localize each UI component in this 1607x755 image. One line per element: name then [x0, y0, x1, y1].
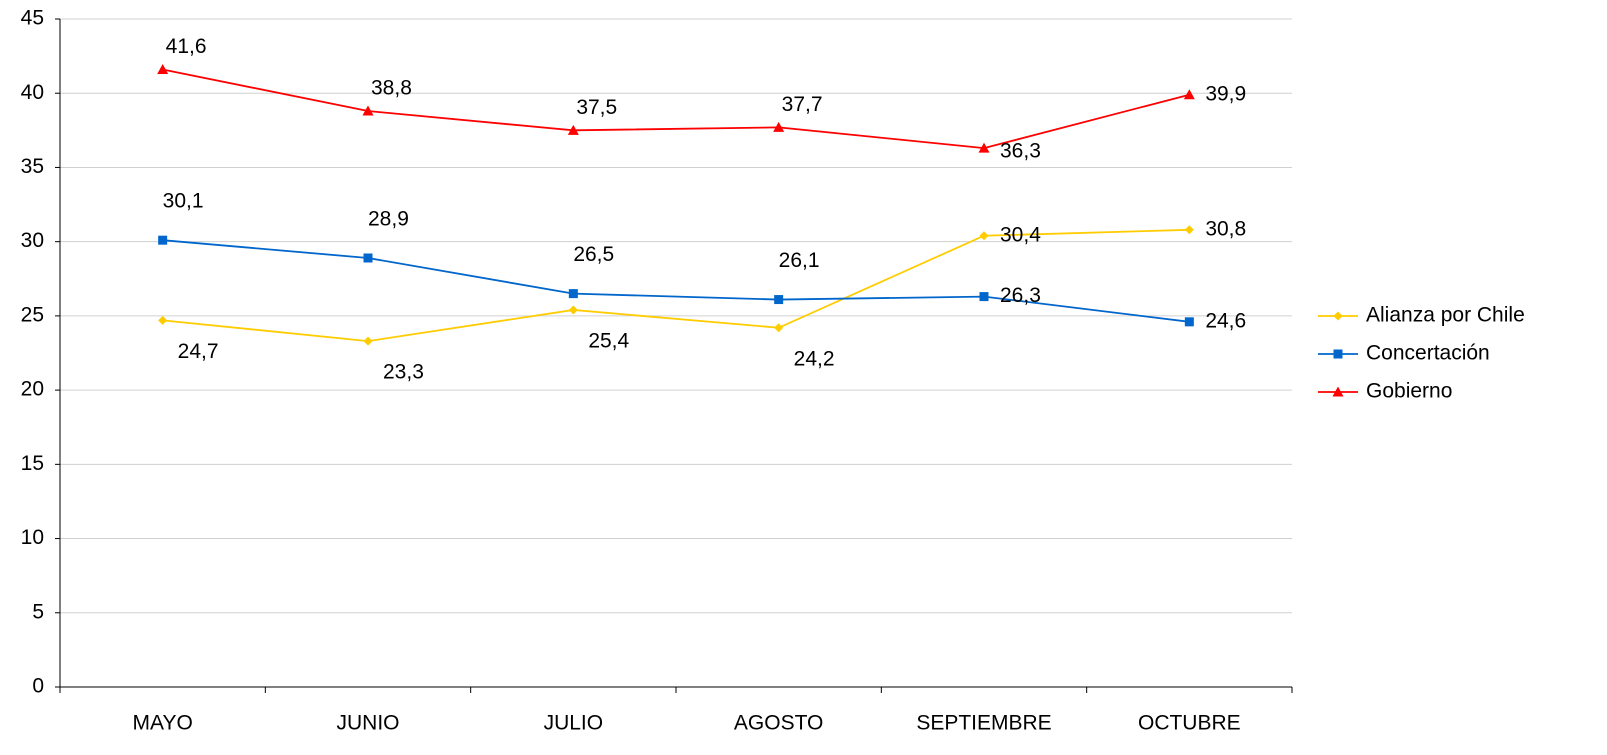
- y-tick-label: 0: [32, 675, 44, 698]
- data-label: 38,8: [371, 77, 412, 100]
- legend-marker: [1333, 311, 1343, 321]
- data-point: [158, 315, 168, 325]
- data-label: 39,9: [1205, 82, 1246, 105]
- data-label: 24,7: [178, 340, 219, 363]
- data-label: 24,6: [1205, 309, 1246, 332]
- data-point: [1184, 225, 1194, 235]
- data-point: [363, 336, 373, 346]
- y-tick-label: 35: [21, 155, 44, 178]
- data-point: [1183, 89, 1195, 100]
- x-tick-label: JULIO: [544, 712, 604, 735]
- data-point: [157, 63, 169, 74]
- data-point: [568, 289, 578, 299]
- data-point: [978, 142, 990, 153]
- data-label: 26,5: [573, 243, 614, 266]
- data-label: 23,3: [383, 361, 424, 384]
- data-label: 41,6: [166, 35, 207, 58]
- data-label: 30,4: [1000, 223, 1041, 246]
- series-line: [162, 228, 1190, 343]
- data-label: 37,7: [782, 93, 823, 116]
- y-tick-label: 15: [21, 452, 44, 475]
- data-label: 26,1: [779, 249, 820, 272]
- data-point: [362, 105, 374, 116]
- y-tick-label: 45: [21, 7, 44, 30]
- x-tick-label: MAYO: [133, 712, 193, 735]
- legend-label: Gobierno: [1366, 380, 1452, 403]
- data-point: [568, 305, 578, 315]
- data-point: [567, 124, 579, 135]
- data-label: 36,3: [1000, 140, 1041, 163]
- x-tick-label: OCTUBRE: [1138, 712, 1241, 735]
- data-point: [363, 253, 373, 263]
- y-tick-label: 25: [21, 303, 44, 326]
- x-tick-label: AGOSTO: [734, 712, 823, 735]
- data-label: 28,9: [368, 208, 409, 231]
- legend-marker: [1332, 386, 1344, 397]
- data-label: 26,3: [1000, 284, 1041, 307]
- data-point: [774, 295, 784, 305]
- data-point: [1184, 317, 1194, 327]
- x-tick-label: JUNIO: [337, 712, 400, 735]
- y-tick-label: 30: [21, 229, 44, 252]
- data-point: [773, 121, 785, 132]
- data-point: [979, 231, 989, 241]
- data-point: [979, 292, 989, 302]
- data-label: 30,1: [163, 190, 204, 213]
- x-tick-label: SEPTIEMBRE: [916, 712, 1051, 735]
- series-line: [162, 68, 1190, 150]
- data-label: 24,2: [794, 347, 835, 370]
- data-label: 37,5: [576, 96, 617, 119]
- y-tick-label: 20: [21, 378, 44, 401]
- data-label: 25,4: [588, 329, 629, 352]
- data-point: [774, 323, 784, 333]
- y-tick-label: 10: [21, 526, 44, 549]
- data-point: [158, 235, 168, 245]
- data-label: 30,8: [1205, 217, 1246, 240]
- legend-label: Alianza por Chile: [1366, 304, 1525, 327]
- legend-marker: [1333, 349, 1343, 359]
- y-tick-label: 5: [32, 600, 44, 623]
- legend-label: Concertación: [1366, 342, 1490, 365]
- series-line: [162, 239, 1190, 323]
- y-tick-label: 40: [21, 81, 44, 104]
